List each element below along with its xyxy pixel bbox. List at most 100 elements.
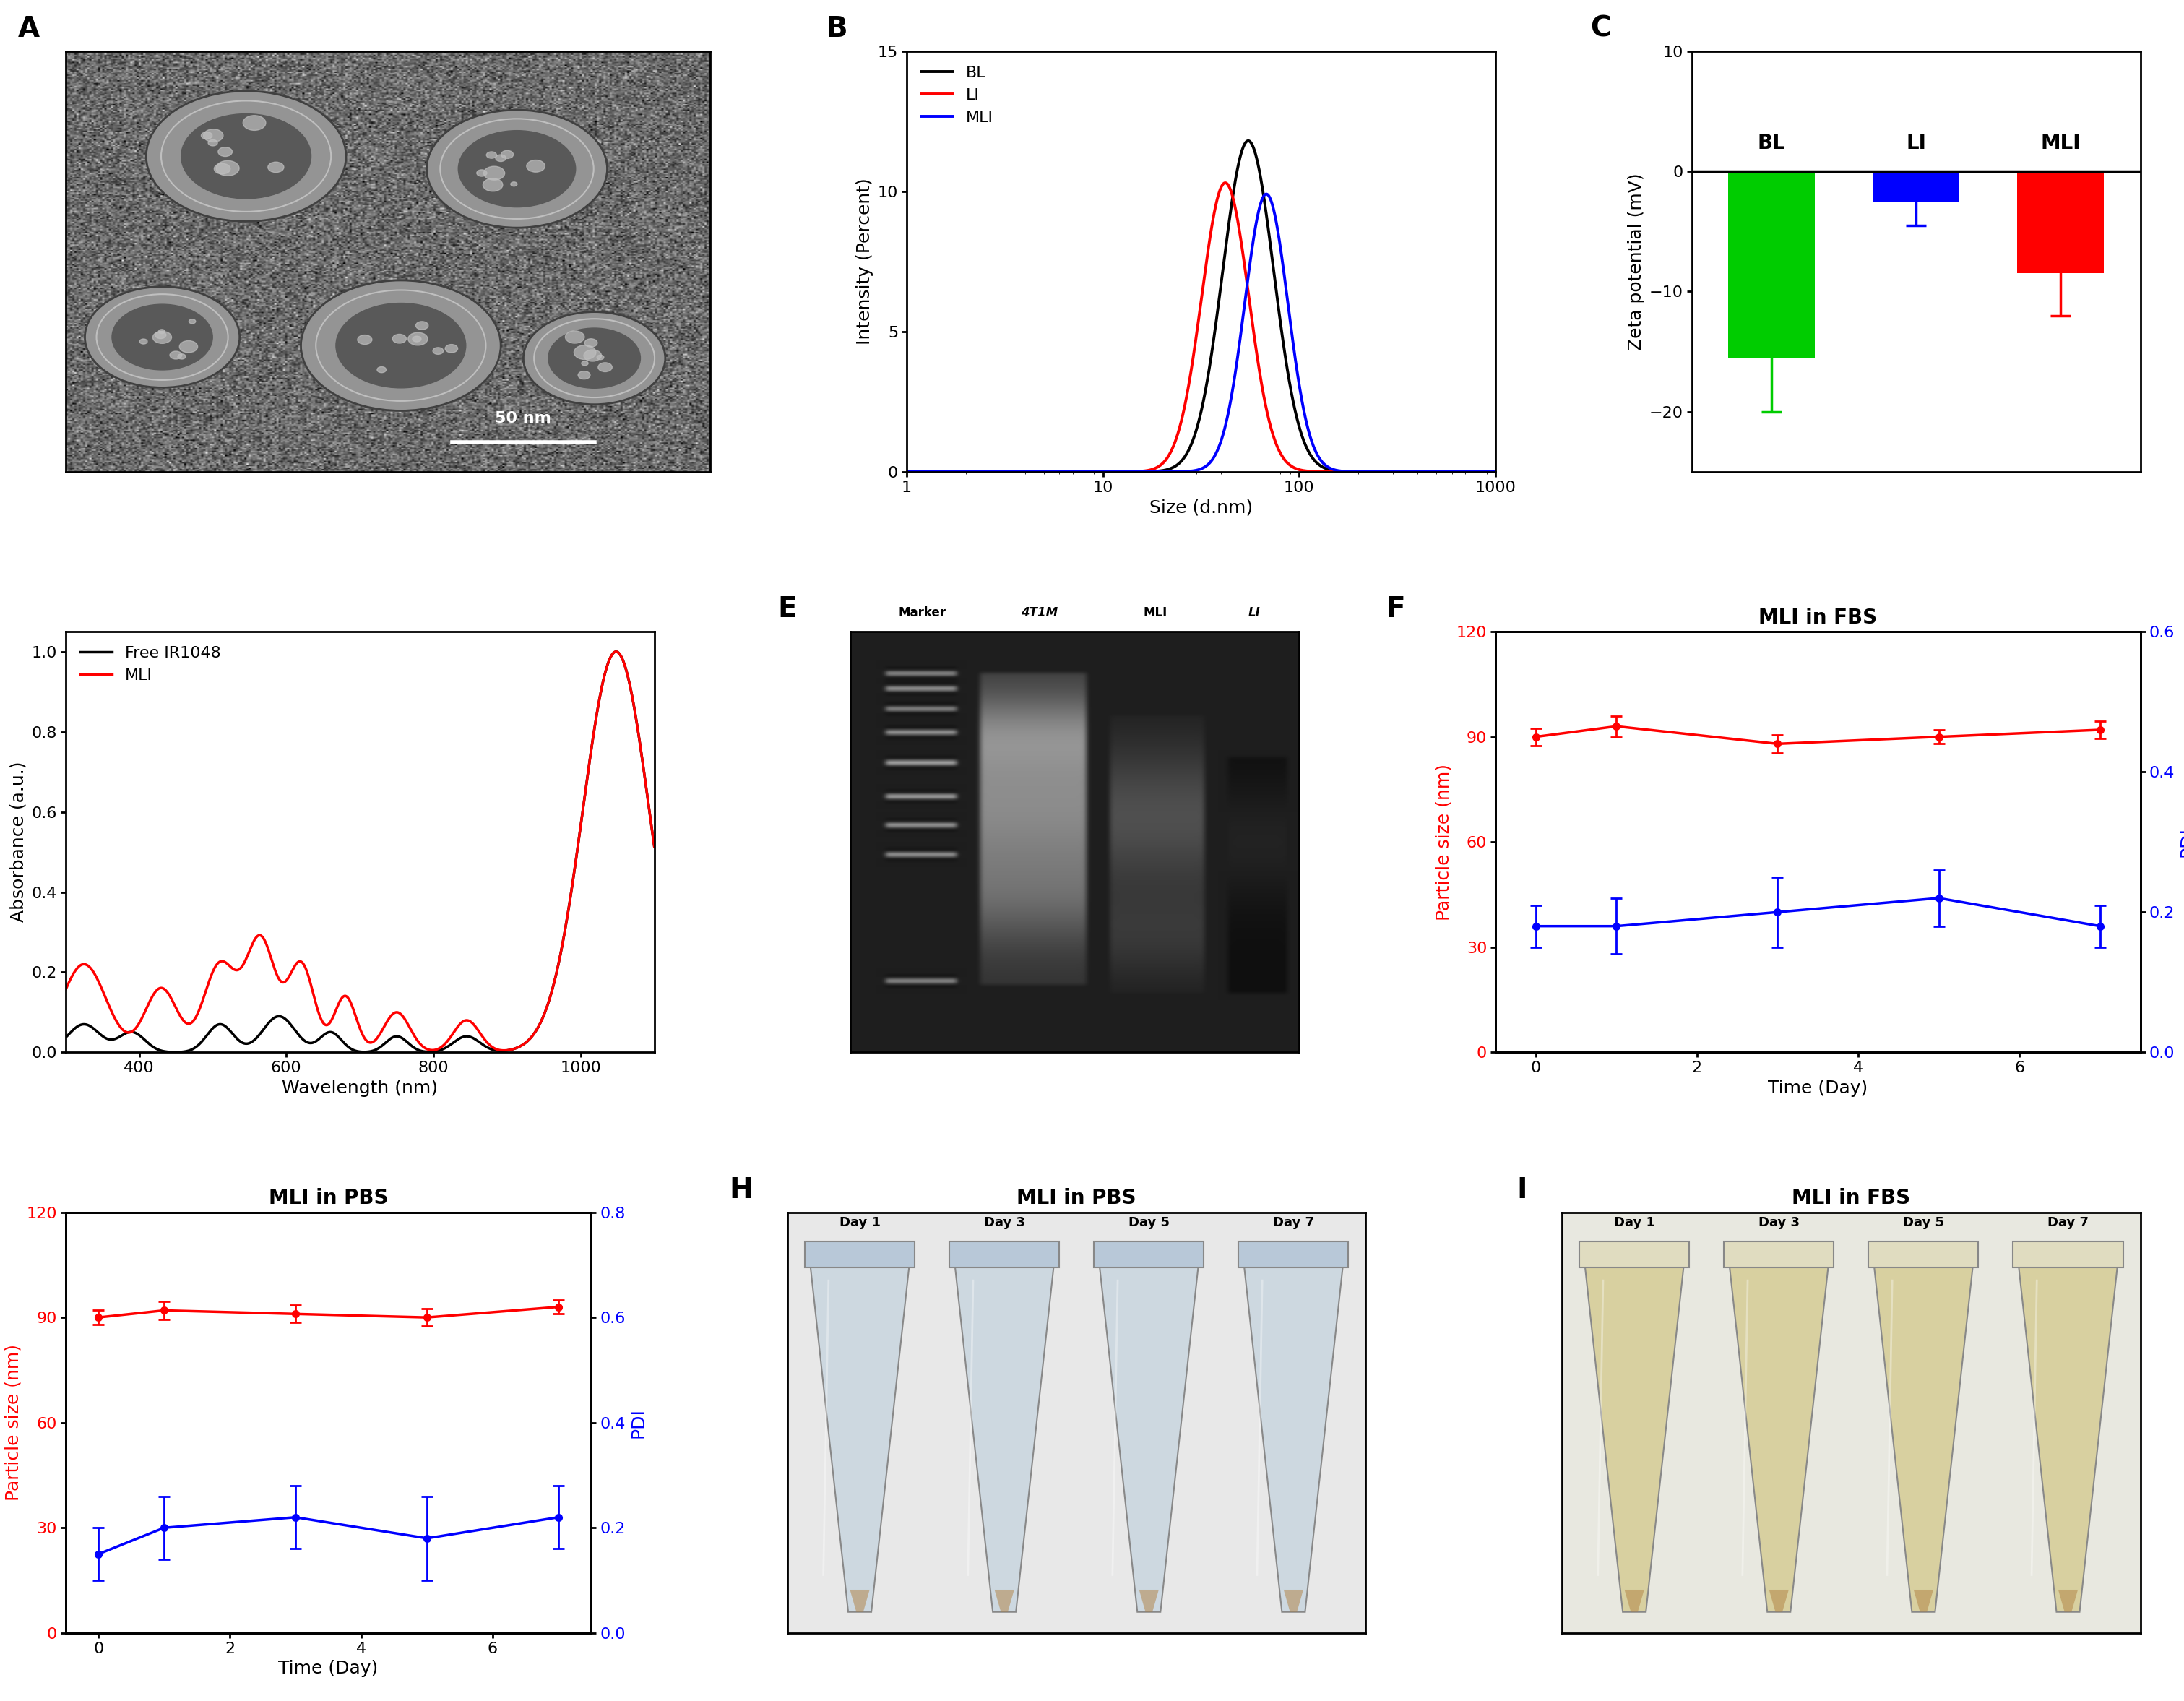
Polygon shape [952,1242,1057,1613]
BL [893,461,919,481]
Y-axis label: Absorbance (a.u.): Absorbance (a.u.) [11,762,28,922]
Circle shape [446,344,459,352]
Circle shape [146,90,345,221]
Circle shape [179,340,197,352]
Circle shape [111,304,212,369]
MLI [1164,461,1190,481]
Bar [2018,172,2103,274]
Circle shape [500,150,513,158]
Circle shape [140,338,146,344]
MLI [1254,184,1280,204]
Free IR1048 [52,1027,79,1048]
Circle shape [483,167,505,180]
LI [1465,461,1492,481]
Circle shape [487,151,496,158]
X-axis label: Time (Day): Time (Day) [277,1660,378,1677]
Text: Day 1: Day 1 [839,1216,880,1230]
LI [924,461,950,481]
Circle shape [579,371,590,379]
Circle shape [393,333,406,344]
Polygon shape [1728,1242,1830,1613]
MLI [491,1041,518,1061]
Y-axis label: Intensity (Percent): Intensity (Percent) [856,179,874,345]
Circle shape [496,155,507,162]
MLI [304,997,330,1017]
Circle shape [583,350,601,361]
Polygon shape [1096,1242,1201,1613]
Polygon shape [1872,1242,1977,1613]
Circle shape [170,350,181,359]
Polygon shape [2014,1242,2123,1267]
Polygon shape [808,1242,913,1613]
Title: MLI in PBS: MLI in PBS [1018,1189,1136,1208]
Free IR1048 [277,1015,304,1036]
Circle shape [548,328,640,388]
Circle shape [432,347,443,354]
Circle shape [415,321,428,330]
Circle shape [526,160,546,172]
MLI [566,823,592,844]
Y-axis label: PDI: PDI [2177,827,2184,857]
Circle shape [336,303,465,388]
Text: 40: 40 [804,791,815,801]
LI [1179,349,1206,369]
BL [1465,461,1492,481]
Text: 55: 55 [804,757,815,767]
MLI [603,641,629,662]
Circle shape [408,332,428,345]
Free IR1048 [603,641,629,662]
Line: BL: BL [906,141,1496,471]
Text: 25: 25 [804,850,815,859]
Text: 130: 130 [797,686,815,696]
Polygon shape [950,1242,1059,1267]
Circle shape [566,330,585,344]
MLI [120,1021,146,1041]
Text: 35: 35 [804,820,815,830]
Line: MLI: MLI [66,651,655,1051]
Polygon shape [1870,1242,1979,1267]
Polygon shape [1238,1242,1348,1267]
Bar [1872,172,1959,201]
Free IR1048 [304,1031,330,1051]
MLI [629,755,655,776]
Polygon shape [1581,1242,1686,1613]
MLI [277,963,304,983]
MLI [1358,461,1385,481]
Line: Free IR1048: Free IR1048 [66,651,655,1053]
Text: Day 3: Day 3 [983,1216,1024,1230]
Circle shape [242,116,266,131]
Polygon shape [994,1590,1013,1613]
Text: 180: 180 [797,668,815,679]
Circle shape [585,338,598,347]
Polygon shape [1913,1590,1933,1613]
Text: F: F [1387,595,1404,623]
Legend: BL, LI, MLI: BL, LI, MLI [915,60,1000,131]
Bar [1728,172,1815,357]
Polygon shape [2057,1590,2077,1613]
Polygon shape [1140,1590,1160,1613]
Circle shape [216,160,240,175]
Circle shape [207,139,218,146]
Circle shape [85,287,240,388]
Text: MLI: MLI [1144,606,1168,619]
Free IR1048 [120,1022,146,1043]
Line: LI: LI [906,184,1496,471]
MLI [1179,461,1206,481]
Polygon shape [1625,1590,1645,1613]
Y-axis label: Particle size (nm): Particle size (nm) [4,1344,22,1500]
Polygon shape [2016,1242,2121,1613]
Title: MLI in FBS: MLI in FBS [1758,607,1878,628]
MLI [642,837,668,857]
Circle shape [598,362,612,373]
Text: 4T1M: 4T1M [1020,606,1057,619]
Free IR1048 [155,1041,181,1061]
LI [1483,461,1509,481]
Circle shape [201,133,212,139]
BL [924,461,950,481]
Polygon shape [1284,1590,1304,1613]
Y-axis label: PDI: PDI [629,1407,646,1437]
Polygon shape [1723,1242,1835,1267]
BL [1164,454,1190,475]
Text: 15: 15 [804,976,815,985]
Circle shape [155,332,166,338]
